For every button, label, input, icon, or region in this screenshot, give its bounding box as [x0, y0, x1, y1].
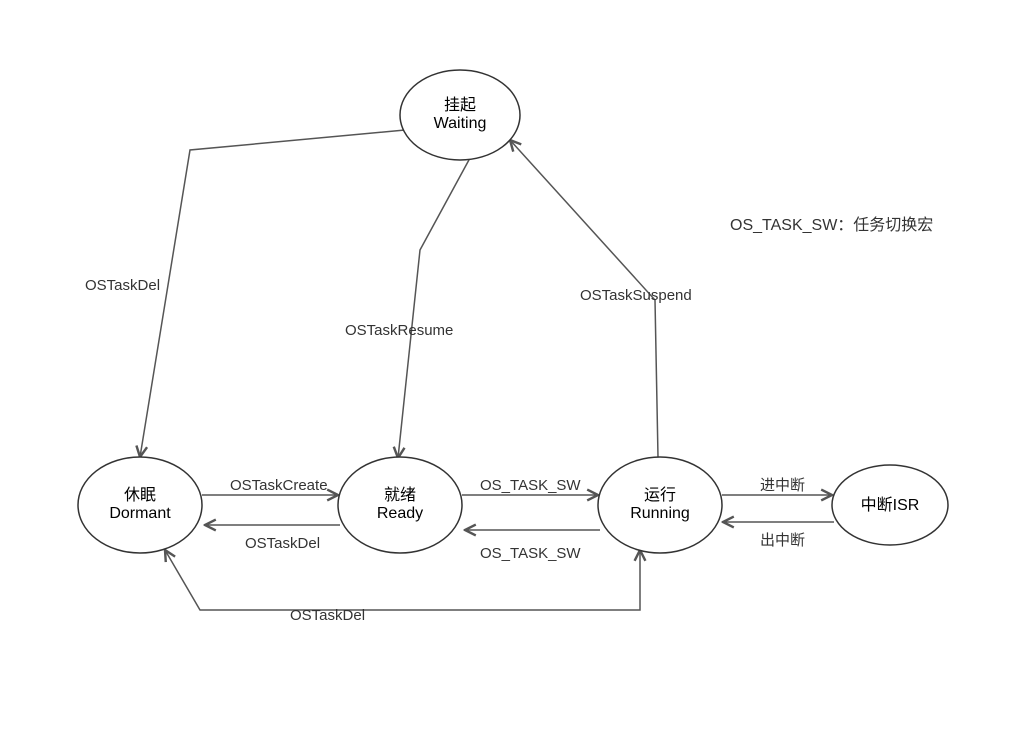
edge-dormant-ready: OSTaskCreate: [202, 477, 338, 495]
node-isr: 中断ISR: [832, 465, 948, 545]
node-ready: 就绪 Ready: [338, 457, 462, 553]
edge-label-waiting-dormant: OSTaskDel: [85, 277, 160, 294]
edge-label-ready-dormant: OSTaskDel: [245, 535, 320, 552]
edge-label-ready-running: OS_TASK_SW: [480, 477, 581, 494]
state-diagram: OSTaskDel OSTaskResume OSTaskSuspend OST…: [0, 0, 1027, 737]
node-waiting: 挂起 Waiting: [400, 70, 520, 160]
node-running-label1: 运行: [644, 486, 676, 504]
node-waiting-label2: Waiting: [434, 115, 487, 132]
edge-waiting-ready: OSTaskResume: [345, 158, 470, 458]
edge-ready-running: OS_TASK_SW: [462, 477, 598, 495]
edge-label-running-waiting: OSTaskSuspend: [580, 287, 692, 304]
node-isr-label1: 中断ISR: [861, 496, 920, 514]
edge-label-dormant-ready: OSTaskCreate: [230, 477, 328, 494]
edge-label-isr-running: 出中断: [760, 532, 805, 549]
node-ready-label2: Ready: [377, 505, 423, 522]
node-running: 运行 Running: [598, 457, 722, 553]
node-dormant: 休眠 Dormant: [78, 457, 202, 553]
edge-running-ready: OS_TASK_SW: [465, 530, 600, 562]
node-running-label2: Running: [630, 505, 690, 522]
edge-label-waiting-ready: OSTaskResume: [345, 322, 453, 339]
edge-running-isr: 进中断: [722, 477, 832, 495]
node-dormant-label1: 休眠: [124, 486, 156, 504]
edge-isr-running: 出中断: [723, 522, 834, 549]
note-text: OS_TASK_SW：任务切换宏: [730, 216, 933, 234]
node-ready-label1: 就绪: [384, 486, 416, 504]
edge-ready-dormant: OSTaskDel: [205, 525, 340, 552]
edge-running-waiting: OSTaskSuspend: [510, 140, 692, 457]
node-waiting-label1: 挂起: [444, 96, 476, 114]
edge-label-running-dormant: OSTaskDel: [290, 607, 365, 624]
node-dormant-label2: Dormant: [109, 505, 171, 522]
edge-label-running-ready: OS_TASK_SW: [480, 545, 581, 562]
edge-label-running-isr: 进中断: [760, 477, 805, 494]
edge-waiting-dormant: OSTaskDel: [85, 130, 405, 457]
